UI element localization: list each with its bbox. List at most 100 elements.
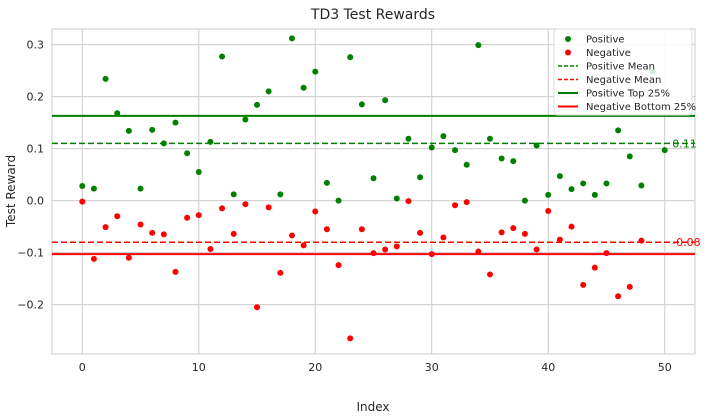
y-tick-label: 0.2 (27, 91, 45, 104)
data-point-positive (300, 84, 307, 91)
legend-box (553, 28, 693, 116)
data-point-negative (638, 237, 645, 244)
legend-marker (565, 36, 571, 42)
data-point-positive (417, 174, 424, 181)
data-point-negative (603, 250, 610, 257)
y-tick-label: 0.0 (27, 195, 45, 208)
y-tick-label: 0.3 (27, 39, 45, 52)
data-point-positive (288, 35, 295, 42)
tick-labels: 0 10 20 30 40 50 −0.2 −0.1 0.0 0.1 0.2 0.3 (17, 39, 671, 374)
data-point-positive (277, 191, 284, 198)
data-point-positive (114, 110, 121, 117)
data-point-positive (172, 119, 179, 126)
data-point-positive (568, 186, 575, 193)
x-tick-label: 20 (308, 361, 322, 374)
data-point-positive (347, 54, 354, 61)
data-point-positive (323, 179, 330, 186)
data-point-negative (615, 293, 622, 300)
data-point-negative (521, 230, 528, 237)
data-point-negative (452, 202, 459, 209)
data-point-positive (591, 191, 598, 198)
data-point-positive (638, 182, 645, 189)
data-point-positive (393, 195, 400, 202)
mean-value-label: -0.08 (672, 236, 700, 249)
data-point-positive (312, 68, 319, 75)
x-tick-label: 50 (658, 361, 672, 374)
mean-value-label: 0.11 (672, 137, 697, 150)
legend-label: Negative Mean (586, 75, 661, 86)
data-point-negative (475, 248, 482, 255)
data-point-positive (370, 175, 377, 182)
data-point-negative (114, 213, 121, 220)
y-axis-title: Test Reward (4, 155, 18, 228)
data-point-negative (428, 251, 435, 258)
legend-label: Positive Mean (586, 62, 655, 73)
legend: Positive Negative Positive Mean Negative Me… (553, 28, 696, 116)
data-point-negative (486, 271, 493, 278)
chart-title: TD3 Test Rewards (310, 7, 435, 23)
data-point-positive (335, 197, 342, 204)
data-point-negative (137, 221, 144, 228)
data-point-positive (254, 101, 261, 108)
data-point-positive (79, 183, 86, 190)
data-point-negative (323, 226, 330, 233)
data-point-positive (498, 155, 505, 162)
data-point-negative (347, 335, 354, 342)
data-point-positive (428, 144, 435, 151)
data-point-negative (393, 243, 400, 250)
data-point-negative (300, 242, 307, 249)
data-point-positive (486, 135, 493, 142)
reference-lines: 0.11 -0.08 (52, 114, 701, 256)
data-point-positive (242, 116, 249, 123)
data-point-positive (545, 191, 552, 198)
y-tick-label: −0.1 (17, 247, 44, 260)
data-point-negative (230, 230, 237, 237)
data-point-positive (184, 150, 191, 157)
data-point-positive (160, 140, 167, 147)
data-point-negative (370, 250, 377, 257)
data-point-negative (277, 269, 284, 276)
legend-label: Negative (586, 48, 631, 59)
data-point-negative (172, 268, 179, 275)
legend-label: Positive (586, 35, 625, 46)
data-point-positive (510, 158, 517, 165)
data-point-positive (556, 173, 563, 180)
data-point-negative (79, 198, 86, 205)
data-point-negative (160, 231, 167, 238)
x-tick-label: 30 (425, 361, 439, 374)
data-point-negative (382, 246, 389, 253)
data-point-negative (102, 224, 109, 231)
data-point-negative (580, 281, 587, 288)
data-point-positive (382, 97, 389, 104)
x-tick-label: 40 (541, 361, 555, 374)
data-point-negative (195, 212, 202, 219)
legend-label: Negative Bottom 25% (586, 102, 696, 113)
data-point-negative (254, 304, 261, 311)
data-point-positive (125, 127, 132, 134)
data-point-negative (219, 205, 226, 212)
x-tick-label: 10 (192, 361, 206, 374)
data-point-positive (230, 191, 237, 198)
data-point-positive (475, 42, 482, 49)
data-point-positive (533, 142, 540, 149)
data-point-negative (405, 198, 412, 205)
data-point-positive (219, 53, 226, 60)
data-point-positive (137, 185, 144, 192)
x-axis-title: Index (356, 400, 389, 414)
data-point-negative (510, 225, 517, 232)
data-point-positive (102, 75, 109, 82)
data-point-positive (615, 127, 622, 134)
data-point-negative (90, 255, 97, 262)
data-point-positive (149, 126, 156, 133)
data-point-positive (195, 169, 202, 175)
data-point-negative (440, 234, 447, 241)
y-tick-label: −0.2 (17, 299, 44, 312)
data-point-positive (580, 180, 587, 187)
data-point-negative (626, 283, 633, 290)
data-point-negative (265, 204, 272, 211)
legend-label: Positive Top 25% (586, 89, 670, 100)
data-point-negative (498, 229, 505, 236)
legend-marker (565, 49, 571, 56)
data-point-negative (207, 245, 214, 252)
